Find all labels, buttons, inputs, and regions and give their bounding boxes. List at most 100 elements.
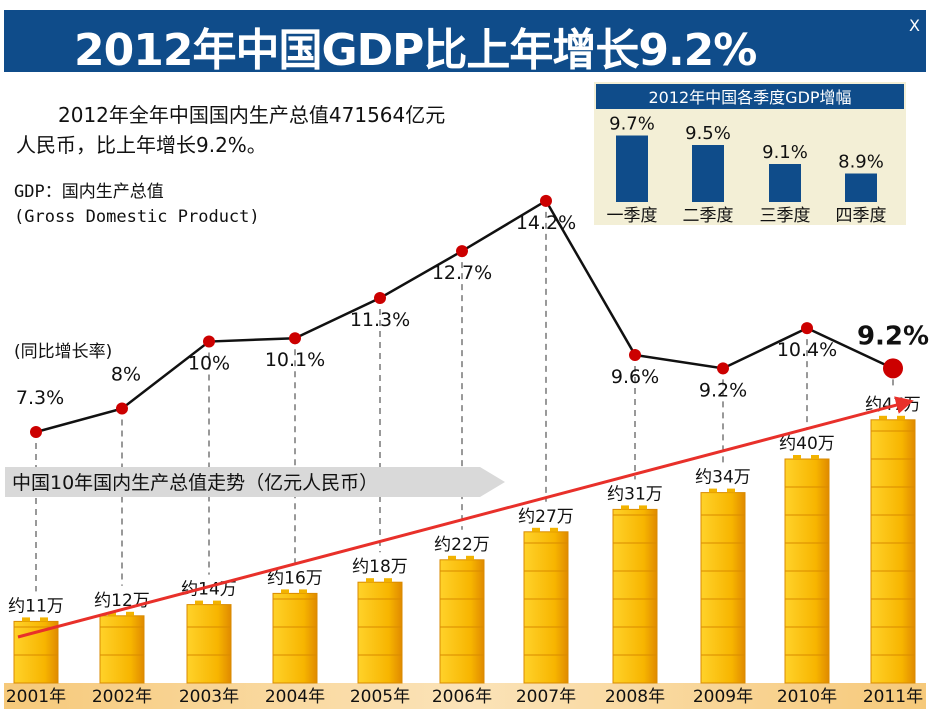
gdp-bar-body: [186, 604, 232, 684]
growth-rate-point: [883, 358, 903, 379]
brick-stud: [213, 600, 221, 605]
year-label: 2008年: [605, 687, 665, 707]
brick-stud: [22, 617, 30, 622]
brick-stud: [793, 455, 801, 459]
quarterly-inset: 2012年中国各季度GDP增幅 9.7% 一季度 9.5% 二季度 9.1% 三季度 8.9…: [594, 82, 906, 226]
growth-rate-point: [801, 322, 813, 335]
growth-rate-label: 9.2%: [857, 321, 929, 351]
bar-chart-title: 中国10年国内生产总值走势（亿元人民币）: [12, 472, 378, 494]
growth-rate-label: 7.3%: [16, 387, 64, 409]
gdp-bar-body: [700, 492, 746, 684]
year-label: 2009年: [693, 687, 753, 707]
inset-header: [596, 84, 904, 109]
brick-stud: [811, 455, 819, 459]
growth-rate-point: [456, 245, 468, 258]
growth-rate-point: [374, 292, 386, 304]
gdp-bar: [439, 555, 485, 684]
bar-value-label: 约18万: [352, 557, 408, 577]
growth-rate-label: 10%: [188, 353, 230, 375]
gdp-bar-body: [357, 581, 403, 684]
bar-value-label: 约31万: [607, 484, 663, 504]
brick-stud: [108, 611, 116, 616]
gdp-bar-body: [523, 531, 569, 684]
brick-stud: [621, 505, 629, 510]
brick-stud: [550, 527, 558, 532]
gdp-bar: [523, 527, 569, 684]
year-label: 2003年: [179, 687, 239, 707]
year-band: [4, 683, 926, 709]
growth-rate-point: [116, 402, 128, 415]
growth-rate-point: [540, 194, 552, 207]
gdp-definition-cn: GDP：国内生产总值: [14, 182, 164, 202]
brick-stud: [281, 589, 289, 594]
quarter-value-label: 9.1%: [762, 142, 808, 163]
brick-stud: [384, 578, 392, 583]
brick-stud: [897, 415, 905, 420]
gdp-bar-body: [612, 508, 658, 684]
year-label: 2007年: [516, 687, 576, 707]
quarter-bar: [616, 135, 648, 202]
bar-value-label: 约16万: [267, 568, 323, 588]
quarter-value-label: 9.7%: [609, 114, 655, 135]
close-button[interactable]: X: [909, 16, 920, 35]
brick-stud: [126, 611, 134, 616]
growth-rate-label: 10.1%: [265, 349, 325, 371]
brick-stud: [727, 488, 735, 493]
growth-rate-point: [203, 335, 215, 348]
brick-stud: [639, 505, 647, 510]
quarter-bar: [845, 173, 877, 202]
year-label: 2011年: [863, 687, 923, 707]
quarter-label: 三季度: [760, 206, 811, 226]
summary-text: 2012年全年中国国内生产总值471564亿元 人民币，比上年增长9.2%。: [16, 100, 526, 160]
inset-title: 2012年中国各季度GDP增幅: [648, 88, 851, 107]
growth-rate-label: 8%: [111, 364, 141, 386]
page-title: 2012年中国GDP比上年增长9.2%: [74, 25, 757, 76]
gdp-bar: [99, 611, 145, 684]
growth-rate-label: 10.4%: [777, 339, 837, 361]
gdp-bar: [784, 455, 830, 684]
title-bar: 2012年中国GDP比上年增长9.2% X: [4, 10, 926, 76]
gdp-bar: [612, 505, 658, 684]
growth-rate-label: 11.3%: [350, 309, 410, 331]
gdp-bar: [357, 578, 403, 684]
bar-value-label: 约14万: [181, 580, 237, 600]
quarter-value-label: 8.9%: [838, 152, 884, 173]
gdp-bar-body: [13, 620, 59, 684]
quarter-bar: [769, 164, 801, 202]
year-label: 2005年: [350, 687, 410, 707]
year-label: 2006年: [432, 687, 492, 707]
bar-value-label: 约27万: [518, 507, 574, 527]
gdp-bar-body: [439, 559, 485, 684]
year-label: 2002年: [92, 687, 152, 707]
brick-stud: [879, 415, 887, 420]
trend-arrow: [17, 396, 914, 639]
growth-rate-point: [289, 332, 301, 345]
growth-rate-label: 12.7%: [432, 262, 492, 284]
bar-value-label: 约34万: [695, 468, 751, 488]
brick-stud: [466, 555, 474, 560]
brick-stud: [709, 488, 717, 493]
brick-stud: [366, 578, 374, 583]
summary-line-1: 2012年全年中国国内生产总值471564亿元: [58, 103, 446, 127]
quarter-label: 一季度: [607, 206, 658, 226]
year-label: 2004年: [265, 687, 325, 707]
bar-value-label: 约22万: [434, 535, 490, 555]
bar-chart-title-banner: [5, 467, 505, 497]
growth-rate-point: [717, 362, 729, 375]
gdp-bar: [700, 488, 746, 684]
gdp-bar: [272, 589, 318, 684]
growth-rate-label: 9.6%: [611, 366, 659, 388]
year-label: 2010年: [777, 687, 837, 707]
year-label: 2001年: [6, 687, 66, 707]
brick-stud: [195, 600, 203, 605]
brick-stud: [299, 589, 307, 594]
gdp-bar-body: [870, 419, 916, 684]
quarter-value-label: 9.5%: [685, 123, 731, 144]
quarter-bar: [692, 145, 724, 202]
gdp-bar: [870, 415, 916, 684]
growth-rate-label: 14.2%: [516, 212, 576, 234]
summary-line-2: 人民币，比上年增长9.2%。: [16, 133, 267, 157]
growth-rate-point: [30, 426, 42, 438]
quarter-label: 二季度: [683, 206, 734, 226]
